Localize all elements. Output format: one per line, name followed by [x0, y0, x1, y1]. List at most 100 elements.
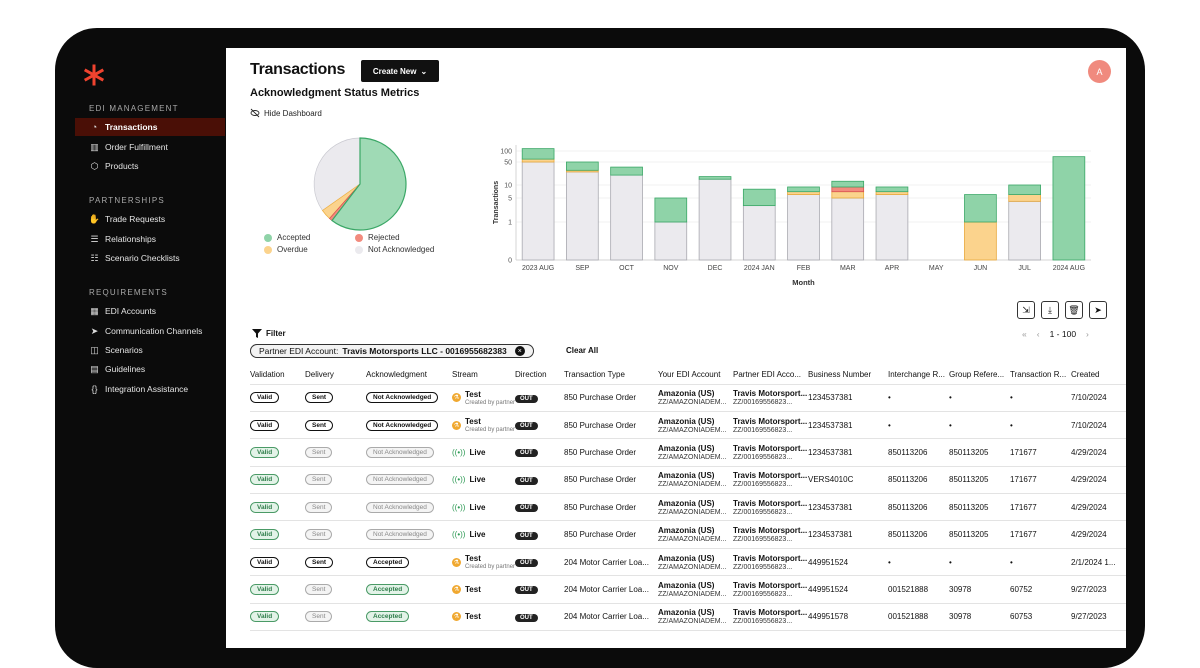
- legend-overdue: Overdue: [264, 245, 308, 254]
- column-header[interactable]: Direction: [515, 366, 564, 385]
- sidebar-item-relationships[interactable]: ☰ Relationships: [75, 230, 225, 248]
- table-row[interactable]: Valid Sent Not Acknowledged ((•)) Live OUT 850…: [250, 493, 1126, 522]
- ack-badge: Accepted: [366, 583, 410, 595]
- sidebar-item-trade-requests[interactable]: ✋ Trade Requests: [75, 210, 225, 228]
- column-header[interactable]: Your EDI Account: [658, 366, 733, 385]
- table-row[interactable]: Valid Sent Accepted ⚗ Test OUT 204 Motor Carri…: [250, 575, 1126, 604]
- sidebar: EDI MANAGEMENT ◔ Transactions ▥ Order Fulf…: [55, 48, 225, 648]
- validation-badge: Valid: [250, 474, 280, 486]
- stream-label: Live: [469, 475, 486, 485]
- import-button[interactable]: ⇲: [1017, 301, 1035, 319]
- group-cell: 30978: [949, 603, 1010, 632]
- stream-label: Test: [465, 612, 481, 621]
- column-header[interactable]: Partner EDI Acco...: [733, 366, 808, 385]
- column-header[interactable]: Group Refere...: [949, 366, 1010, 385]
- your-account-cell: Amazonia (US) ZZ/AMAZONIADEM...: [658, 520, 733, 549]
- bar-accepted: [521, 148, 555, 160]
- table-row[interactable]: Valid Sent Not Acknowledged ((•)) Live OUT 850…: [250, 520, 1126, 549]
- stream-sub: Created by partner: [465, 427, 515, 434]
- column-header[interactable]: Business Number: [808, 366, 888, 385]
- column-header[interactable]: Transaction R...: [1010, 366, 1071, 385]
- filter-chip[interactable]: Partner EDI Account: Travis Motorsports …: [250, 344, 534, 358]
- send-button[interactable]: ➤: [1089, 301, 1107, 319]
- your-account-cell: Amazonia (US) ZZ/AMAZONIADEM...: [658, 411, 733, 440]
- created-cell: 7/10/2024: [1071, 411, 1126, 440]
- close-icon[interactable]: ×: [514, 346, 525, 356]
- column-header[interactable]: Stream: [452, 366, 515, 385]
- column-header[interactable]: Transaction Type: [564, 366, 658, 385]
- filter-icon: [252, 329, 262, 338]
- column-header[interactable]: Delivery: [305, 366, 366, 385]
- clear-all-button[interactable]: Clear All: [566, 346, 599, 355]
- sidebar-item-label: Integration Assistance: [105, 384, 189, 394]
- create-new-button[interactable]: Create New ⌄: [361, 60, 439, 82]
- account-name: Amazonia (US): [658, 389, 715, 399]
- prev-page-icon[interactable]: ‹: [1036, 329, 1040, 339]
- live-icon: ((•)): [452, 447, 466, 457]
- book-icon: ▤: [90, 363, 99, 374]
- account-id: ZZ/00169556823...: [733, 399, 793, 407]
- table-row[interactable]: Valid Sent Accepted ⚗ Test Created by partner…: [250, 548, 1126, 577]
- delivery-badge: Sent: [305, 446, 333, 458]
- download-button[interactable]: ⤓: [1041, 301, 1059, 319]
- sidebar-item-scenarios[interactable]: ◫ Scenarios: [75, 341, 225, 359]
- sidebar-item-label: Communication Channels: [105, 326, 203, 336]
- created-cell: 4/29/2024: [1071, 466, 1126, 495]
- interchange-cell: 850113206: [888, 466, 949, 495]
- group-cell: •: [949, 384, 1010, 412]
- transactions-table: Validation Delivery Acknowledgment Stream Di…: [250, 366, 1126, 632]
- sidebar-item-transactions[interactable]: ◔ Transactions: [75, 118, 225, 136]
- ack-badge: Not Acknowledged: [366, 529, 434, 541]
- validation-cell: Valid: [250, 411, 305, 440]
- column-header[interactable]: Interchange R...: [888, 366, 949, 385]
- type-cell: 850 Purchase Order: [564, 466, 658, 495]
- table-row[interactable]: Valid Sent Not Acknowledged ⚗ Test Created by…: [250, 384, 1126, 412]
- sidebar-item-label: Order Fulfillment: [105, 142, 168, 152]
- account-id: ZZ/AMAZONIADEM...: [658, 618, 727, 626]
- sidebar-item-order-fulfillment[interactable]: ▥ Order Fulfillment: [75, 138, 225, 156]
- direction-badge: OUT: [515, 422, 538, 431]
- bar-accepted: [742, 188, 776, 207]
- next-page-icon[interactable]: ›: [1086, 329, 1089, 339]
- delivery-badge: Sent: [305, 556, 334, 568]
- download-icon: ⤓: [1048, 304, 1052, 315]
- type-cell: 850 Purchase Order: [564, 520, 658, 549]
- created-cell: 2/1/2024 1...: [1071, 548, 1126, 577]
- stream-cell: ((•)) Live: [452, 520, 515, 549]
- bar-accepted: [654, 197, 688, 223]
- legend-dot: [264, 245, 272, 254]
- sidebar-item-scenario-checklists[interactable]: ☷ Scenario Checklists: [75, 249, 225, 267]
- account-name: Amazonia (US): [658, 580, 715, 590]
- table-row[interactable]: Valid Sent Not Acknowledged ((•)) Live OUT 850…: [250, 466, 1126, 495]
- column-header[interactable]: Validation: [250, 366, 305, 385]
- test-icon: ⚗: [452, 612, 461, 622]
- sidebar-item-communication-channels[interactable]: ➤ Communication Channels: [75, 322, 225, 340]
- your-account-cell: Amazonia (US) ZZ/AMAZONIADEM...: [658, 438, 733, 467]
- filter-button[interactable]: Filter: [252, 329, 286, 338]
- delivery-badge: Sent: [305, 501, 333, 513]
- stream: ((•)) Live: [452, 475, 511, 484]
- avatar[interactable]: A: [1088, 60, 1111, 83]
- sidebar-item-products[interactable]: ⬡ Products: [75, 157, 225, 175]
- stream: ((•)) Live: [452, 503, 511, 512]
- sidebar-item-edi-accounts[interactable]: ▦ EDI Accounts: [75, 302, 225, 320]
- sidebar-item-integration-assistance[interactable]: {} Integration Assistance: [75, 380, 225, 398]
- hide-dashboard-button[interactable]: Hide Dashboard: [250, 108, 322, 118]
- ack-cell: Not Acknowledged: [366, 384, 452, 412]
- table-row[interactable]: Valid Sent Not Acknowledged ((•)) Live OUT 850…: [250, 438, 1126, 467]
- sidebar-item-guidelines[interactable]: ▤ Guidelines: [75, 360, 225, 378]
- account-id: ZZ/AMAZONIADEM...: [658, 426, 727, 434]
- column-header[interactable]: Acknowledgment: [366, 366, 452, 385]
- direction-cell: OUT: [515, 603, 564, 632]
- table-row[interactable]: Valid Sent Accepted ⚗ Test OUT 204 Motor Carri…: [250, 603, 1126, 632]
- delivery-cell: Sent: [305, 438, 366, 467]
- stream-cell: ((•)) Live: [452, 438, 515, 467]
- first-page-icon[interactable]: «: [1022, 329, 1027, 339]
- logo-icon: [83, 64, 105, 86]
- delete-button[interactable]: 🗑: [1065, 301, 1083, 319]
- account-id: ZZ/AMAZONIADEM...: [658, 590, 727, 598]
- table-row[interactable]: Valid Sent Not Acknowledged ⚗ Test Created by…: [250, 411, 1126, 440]
- table-body: Valid Sent Not Acknowledged ⚗ Test Created by…: [250, 384, 1126, 632]
- device-frame: EDI MANAGEMENT ◔ Transactions ▥ Order Fulf…: [55, 28, 1145, 668]
- column-header[interactable]: Created: [1071, 366, 1126, 385]
